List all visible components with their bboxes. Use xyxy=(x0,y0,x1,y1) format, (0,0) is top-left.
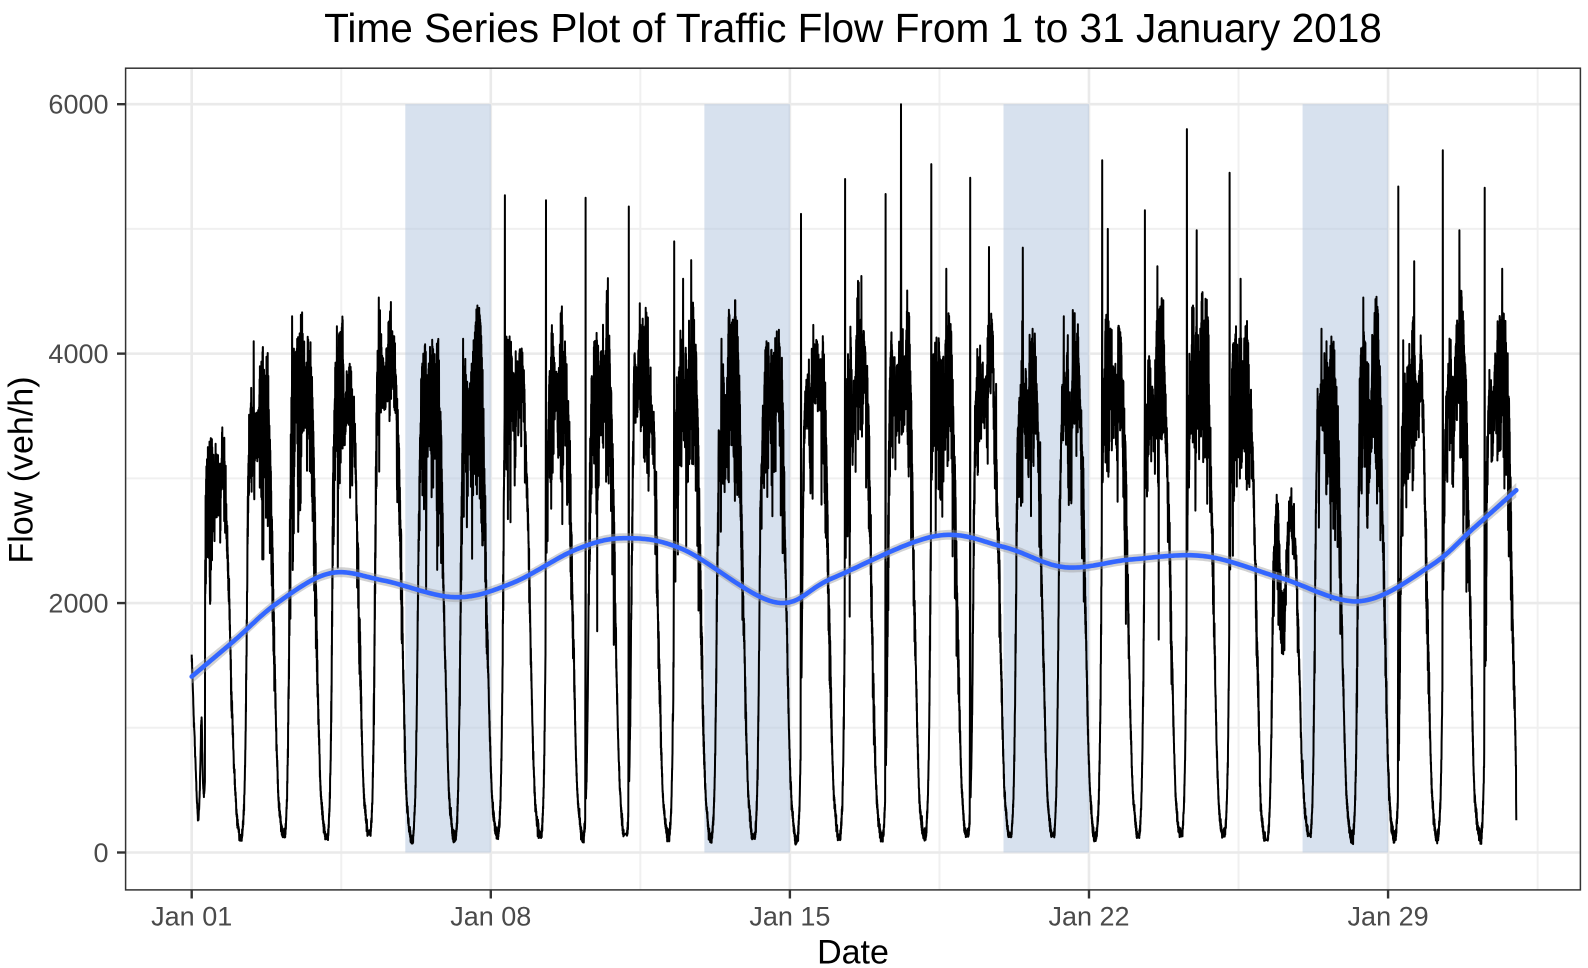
svg-text:Flow (veh/h): Flow (veh/h) xyxy=(3,376,41,563)
svg-text:2000: 2000 xyxy=(48,589,108,619)
svg-text:Jan 01: Jan 01 xyxy=(151,902,232,932)
svg-text:4000: 4000 xyxy=(48,339,108,369)
svg-text:Time Series Plot of Traffic Fl: Time Series Plot of Traffic Flow From 1 … xyxy=(324,5,1382,51)
svg-text:Jan 15: Jan 15 xyxy=(749,902,830,932)
svg-text:Jan 29: Jan 29 xyxy=(1348,902,1429,932)
svg-text:Jan 22: Jan 22 xyxy=(1048,902,1129,932)
svg-text:Jan 08: Jan 08 xyxy=(450,902,531,932)
svg-text:Date: Date xyxy=(817,934,889,968)
svg-text:6000: 6000 xyxy=(48,90,108,120)
svg-text:0: 0 xyxy=(93,838,108,868)
